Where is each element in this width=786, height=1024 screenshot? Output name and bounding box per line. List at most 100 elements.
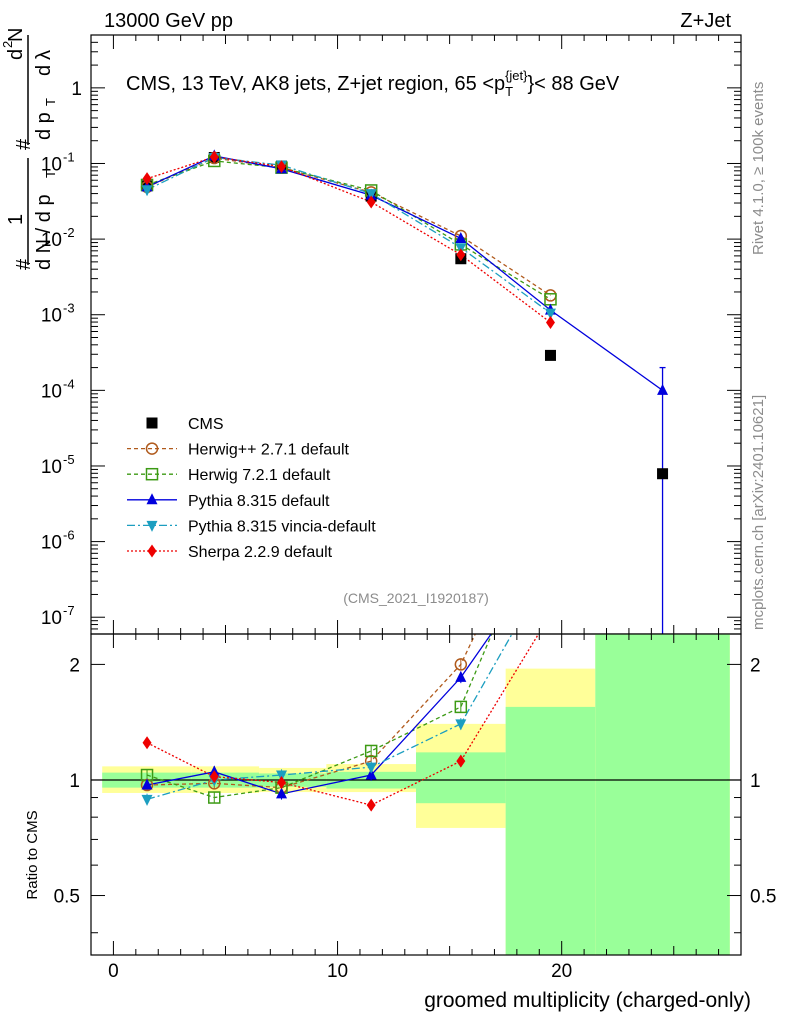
svg-text:d: d xyxy=(33,65,55,76)
main-plot-area xyxy=(140,149,669,634)
ratio-point-vincia-0 xyxy=(141,794,153,806)
svg-text:N: N xyxy=(5,28,27,42)
ratio-point-sherpa-2 xyxy=(277,775,287,789)
ratio-point-sherpa-1 xyxy=(209,770,219,784)
band-green-5 xyxy=(505,706,596,955)
point-vincia-5 xyxy=(544,308,556,320)
point-sherpa-5 xyxy=(545,315,555,329)
ratio-frame xyxy=(90,633,742,956)
legend-marker-pythia xyxy=(146,493,158,505)
ratio-point-pythia-4 xyxy=(455,670,467,682)
ratio-xtick-label: 0 xyxy=(108,961,119,982)
main-ytick-label: 1 xyxy=(71,79,82,100)
main-markers xyxy=(140,149,669,480)
ratio-ytick-label-right: 2 xyxy=(750,655,761,676)
ratio-line-vincia xyxy=(146,634,513,801)
main-ytick-label: 10 xyxy=(41,381,62,402)
ratio-point-vincia-3 xyxy=(365,762,377,774)
rivet-label: Rivet 4.1.0, ≥ 100k events xyxy=(750,82,767,255)
ratio-xtick-label: 20 xyxy=(551,961,572,982)
x-axis-label: groomed multiplicity (charged-only) xyxy=(424,989,751,1012)
svg-text:1: 1 xyxy=(5,214,27,225)
legend-label-herwig7: Herwig 7.2.1 default xyxy=(188,467,331,484)
series-line-sherpa xyxy=(146,156,551,323)
main-ytick-label: 10 xyxy=(41,154,62,175)
series-line-herwigpp xyxy=(146,157,551,296)
main-ytick-label: 10 xyxy=(41,457,62,478)
point-vincia-0 xyxy=(141,185,153,197)
legend-label-cms: CMS xyxy=(188,416,224,433)
legend-label-pythia: Pythia 8.315 default xyxy=(188,493,330,510)
ratio-point-pythia-3 xyxy=(365,768,377,780)
analysis-id: (CMS_2021_I1920187) xyxy=(343,590,489,606)
ratio-point-pythia-2 xyxy=(276,787,288,799)
main-title: CMS, 13 TeV, AK8 jets, Z+jet region, 65 … xyxy=(126,68,620,99)
legend-marker-herwigpp xyxy=(145,442,159,455)
band-green-6 xyxy=(595,634,730,955)
ratio-markers xyxy=(140,658,468,812)
svg-text:#: # xyxy=(13,138,35,150)
svg-text:λ: λ xyxy=(33,50,55,60)
ratio-point-sherpa-0 xyxy=(142,736,152,750)
main-ytick-exp: -3 xyxy=(63,301,75,316)
point-cms-5 xyxy=(544,349,556,361)
legend-marker-herwig7 xyxy=(145,467,159,481)
ratio-ytick-label-right: 0.5 xyxy=(750,887,776,908)
legend-marker-sherpa xyxy=(147,544,157,558)
main-error-bars xyxy=(659,366,666,634)
main-ytick-exp: -5 xyxy=(63,452,75,467)
ratio-axes: 0.5 0.51 12 20 10 20 xyxy=(54,633,776,982)
ratio-ytick-label: 0.5 xyxy=(54,887,80,908)
point-pythia-6 xyxy=(657,383,669,395)
main-ytick-label: 10 xyxy=(41,533,62,554)
ratio-line-herwigpp xyxy=(147,634,476,789)
ratio-point-sherpa-3 xyxy=(366,798,376,812)
ratio-xtick-label: 10 xyxy=(327,961,348,982)
main-ytick-exp: -2 xyxy=(63,225,75,240)
legend-marker-cms xyxy=(146,417,158,429)
main-ytick-label: 10 xyxy=(41,608,62,629)
ratio-point-sherpa-4 xyxy=(456,754,466,768)
main-y-label: # 1 d N / d p T # d N 2 d p T d λ xyxy=(0,28,58,270)
mcplots-label: mcplots.cern.ch [arXiv:2401.10621] xyxy=(750,395,767,630)
ratio-ytick-label: 1 xyxy=(69,771,80,792)
header-left: 13000 GeV pp xyxy=(104,10,233,32)
legend-marker-vincia xyxy=(146,520,158,532)
svg-text:2: 2 xyxy=(0,41,15,48)
ratio-uncertainty-bands xyxy=(91,634,741,955)
point-sherpa-4 xyxy=(456,248,466,262)
svg-text:d p: d p xyxy=(33,112,55,140)
series-line-herwig7 xyxy=(146,160,551,300)
ratio-line-herwig7 xyxy=(146,634,493,799)
main-ytick-label: 10 xyxy=(41,230,62,251)
point-sherpa-3 xyxy=(366,195,376,209)
main-ytick-label: 10 xyxy=(41,306,62,327)
main-series-lines xyxy=(146,155,663,391)
ratio-ytick-label: 2 xyxy=(69,655,80,676)
main-ytick-exp: -1 xyxy=(63,149,75,164)
legend: CMS Herwig++ 2.7.1 default Herwig 7.2.1 de… xyxy=(127,416,376,561)
svg-text:d N / d p: d N / d p xyxy=(33,194,55,270)
ratio-point-herwig7-3 xyxy=(364,744,378,758)
svg-text:#: # xyxy=(13,258,35,270)
ratio-point-vincia-4 xyxy=(455,719,467,731)
legend-label-vincia: Pythia 8.315 vincia-default xyxy=(188,518,376,535)
main-ytick-exp: -4 xyxy=(63,376,75,391)
point-sherpa-2 xyxy=(277,160,287,174)
svg-text:T: T xyxy=(43,98,58,106)
point-cms-6 xyxy=(657,468,669,480)
series-line-vincia xyxy=(146,156,551,314)
series-line-pythia xyxy=(146,155,663,391)
main-ytick-exp: -6 xyxy=(63,528,75,543)
ratio-point-herwigpp-4 xyxy=(454,658,468,671)
svg-text:T: T xyxy=(43,170,58,178)
ratio-ytick-label-right: 1 xyxy=(750,771,761,792)
legend-label-herwigpp: Herwig++ 2.7.1 default xyxy=(188,442,350,459)
point-sherpa-1 xyxy=(209,150,219,164)
ratio-line-sherpa xyxy=(146,634,540,806)
main-ytick-exp: -7 xyxy=(63,603,75,618)
header-right: Z+Jet xyxy=(680,10,731,32)
ratio-point-herwig7-1 xyxy=(208,791,221,804)
